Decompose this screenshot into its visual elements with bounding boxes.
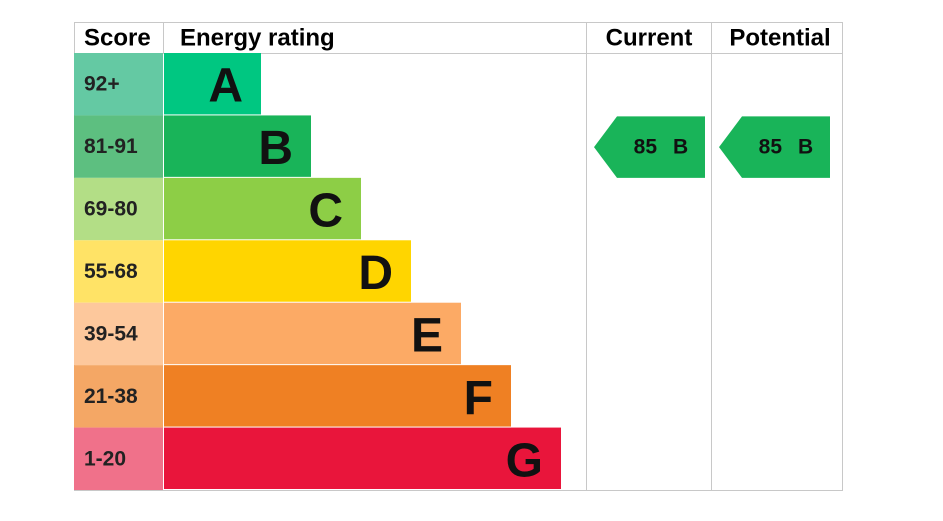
score-cell bbox=[74, 177, 163, 241]
score-label: 55-68 bbox=[84, 260, 138, 283]
rating-letter: B bbox=[673, 136, 688, 159]
score-cell bbox=[74, 365, 163, 428]
band-bar bbox=[164, 115, 311, 177]
header-potential: Potential bbox=[729, 25, 830, 52]
score-label: 1-20 bbox=[84, 447, 126, 470]
band-letter: A bbox=[208, 60, 243, 113]
band-bar bbox=[164, 302, 461, 365]
band-bar bbox=[164, 427, 561, 489]
score-cell bbox=[74, 53, 163, 116]
band-bar bbox=[164, 177, 361, 240]
rating-letter: B bbox=[798, 136, 813, 159]
score-cell bbox=[74, 302, 163, 366]
score-label: 69-80 bbox=[84, 198, 138, 221]
header-rating: Energy rating bbox=[180, 25, 335, 52]
rating-value: 85 bbox=[634, 136, 658, 159]
header-current: Current bbox=[606, 25, 693, 52]
rating-arrow bbox=[594, 116, 705, 178]
band-letter: C bbox=[308, 185, 343, 238]
band-letter: G bbox=[506, 434, 543, 487]
band-letter: E bbox=[411, 309, 443, 362]
score-label: 92+ bbox=[84, 73, 120, 96]
score-cell bbox=[74, 115, 163, 178]
score-label: 21-38 bbox=[84, 385, 138, 408]
band-bar bbox=[164, 365, 511, 427]
band-bar bbox=[164, 53, 261, 115]
score-label: 81-91 bbox=[84, 135, 138, 158]
score-label: 39-54 bbox=[84, 322, 138, 345]
rating-arrow bbox=[719, 116, 830, 178]
score-cell bbox=[74, 427, 163, 490]
rating-value: 85 bbox=[759, 136, 783, 159]
header-score: Score bbox=[84, 25, 151, 52]
band-bar bbox=[164, 240, 411, 302]
band-letter: B bbox=[258, 122, 293, 175]
band-letter: D bbox=[358, 247, 393, 300]
score-cell bbox=[74, 240, 163, 303]
band-letter: F bbox=[464, 372, 493, 425]
